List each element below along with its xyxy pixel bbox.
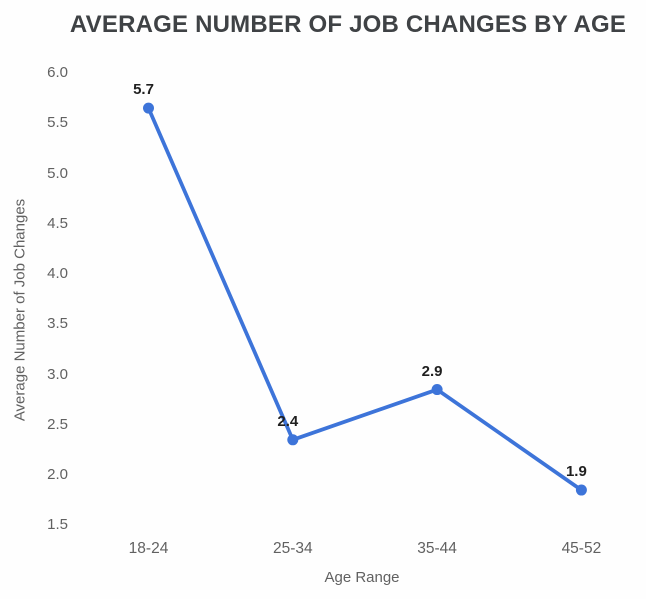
x-tick-label-35-44: 35-44 bbox=[417, 540, 457, 557]
data-line bbox=[146, 106, 584, 492]
y-tick-label-1.5: 1.5 bbox=[47, 516, 68, 534]
y-tick-label-6.0: 6.0 bbox=[47, 64, 68, 81]
data-point-35-44 bbox=[431, 384, 443, 396]
data-point-45-52 bbox=[575, 484, 587, 496]
y-tick-label-2.5: 2.5 bbox=[47, 415, 68, 433]
y-axis-title: Average Number of Job Changes bbox=[11, 198, 29, 422]
data-label-1.9: 1.9 bbox=[565, 463, 587, 481]
y-tick-label-2.0: 2.0 bbox=[47, 466, 68, 483]
x-tick-label-45-52: 45-52 bbox=[561, 540, 602, 557]
x-axis-title: Age Range bbox=[324, 569, 400, 586]
y-tick-label-5.0: 5.0 bbox=[47, 164, 68, 182]
y-tick-label-3.0: 3.0 bbox=[47, 365, 68, 383]
y-tick-label-4.0: 4.0 bbox=[47, 265, 68, 282]
data-label-2.4: 2.4 bbox=[277, 412, 299, 430]
x-tick-label-18-24: 18-24 bbox=[128, 540, 169, 557]
y-tick-label-4.5: 4.5 bbox=[47, 214, 68, 232]
y-tick-label-5.5: 5.5 bbox=[47, 114, 68, 132]
x-tick-label-25-34: 25-34 bbox=[272, 540, 313, 557]
data-label-2.9: 2.9 bbox=[421, 362, 443, 380]
y-tick-label-3.5: 3.5 bbox=[47, 315, 68, 333]
data-label-5.7: 5.7 bbox=[133, 81, 154, 99]
data-point-25-34 bbox=[287, 434, 299, 446]
data-point-18-24 bbox=[143, 102, 154, 114]
chart-title: AVERAGE NUMBER OF JOB CHANGES BY AGE bbox=[69, 11, 627, 38]
